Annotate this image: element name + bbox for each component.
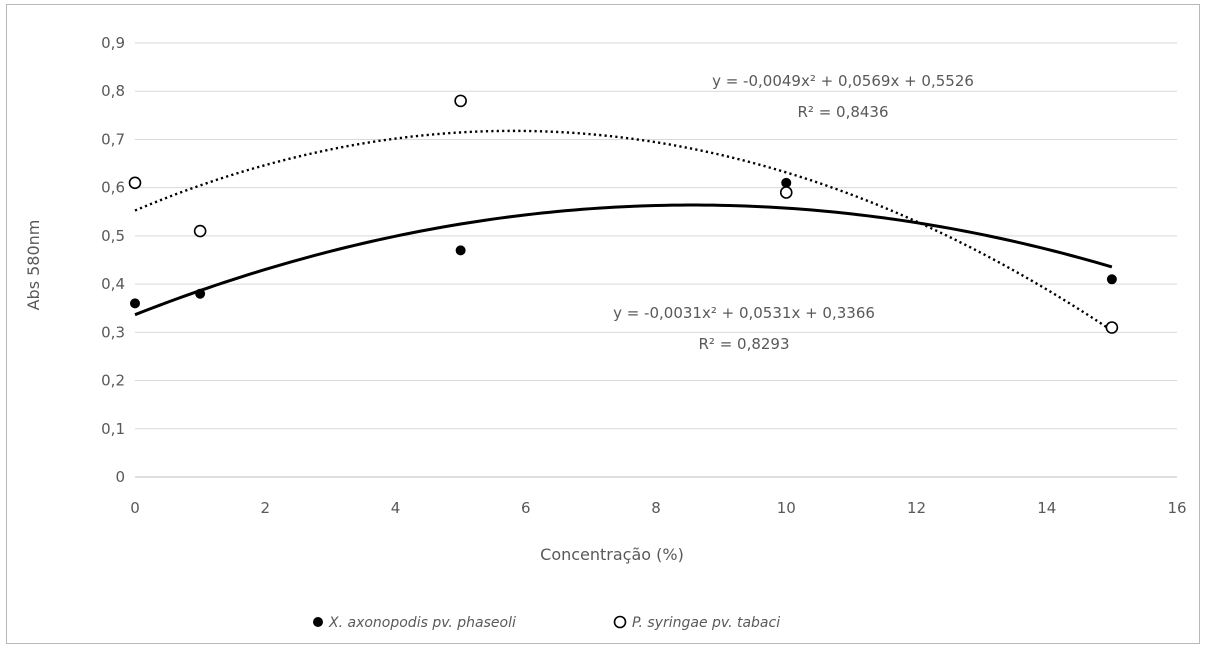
- y-tick-label: 0,2: [101, 372, 125, 390]
- y-axis-title: Abs 580nm: [24, 220, 43, 311]
- r2-series-2: R² = 0,8436: [797, 103, 888, 121]
- r2-series-1: R² = 0,8293: [698, 335, 789, 353]
- equation-series-1: y = -0,0031x² + 0,0531x + 0,3366: [613, 304, 875, 322]
- y-tick-label: 0,1: [101, 420, 125, 438]
- legend-marker-series-2: [613, 615, 627, 629]
- x-tick-label: 4: [391, 499, 401, 517]
- y-tick-label: 0,8: [101, 82, 125, 100]
- point-series-1: [1106, 274, 1117, 285]
- x-tick-label: 0: [130, 499, 140, 517]
- point-series-1: [130, 298, 140, 309]
- point-series-1: [781, 177, 792, 188]
- x-tick-label: 14: [1037, 499, 1056, 517]
- gridlines: [135, 42, 1177, 430]
- y-tick-label: 0,5: [101, 227, 125, 245]
- y-tick-label: 0,9: [101, 34, 125, 52]
- chart-frame: [6, 4, 1200, 644]
- point-series-1: [195, 288, 206, 299]
- legend-marker-series-1: [313, 617, 323, 627]
- legend-label-series-2: P. syringae pv. tabaci: [632, 615, 780, 631]
- x-tick-label: 8: [651, 499, 661, 517]
- tick-labels: 0 0,1 0,2 0,3 0,4 0,5 0,6 0,7 0,8 0,9 0 2 4 6 8 10 12 14 1…: [101, 34, 1186, 517]
- y-tick-label: 0,4: [101, 275, 125, 293]
- y-tick-label: 0,3: [101, 323, 125, 341]
- point-series-2: [128, 176, 142, 190]
- point-series-1: [455, 245, 466, 256]
- legend: X. axonopodis pv. phaseoli P. syringae p…: [313, 615, 780, 631]
- x-tick-label: 10: [777, 499, 796, 517]
- y-tick-label: 0: [115, 468, 125, 486]
- equation-series-2: y = -0,0049x² + 0,0569x + 0,5526: [712, 72, 974, 90]
- y-tick-label: 0,6: [101, 179, 125, 197]
- point-series-2: [1105, 321, 1119, 334]
- x-tick-label: 12: [907, 499, 926, 517]
- y-tick-label: 0,7: [101, 130, 125, 148]
- x-axis-title: Concentração (%): [540, 545, 684, 564]
- data-points: [128, 94, 1119, 334]
- trendline-series-1: [134, 203, 1113, 317]
- point-series-2: [454, 94, 467, 108]
- trendlines: [134, 129, 1113, 332]
- point-series-2: [193, 224, 207, 238]
- x-tick-label: 2: [260, 499, 270, 517]
- x-tick-label: 6: [521, 499, 531, 517]
- point-series-2: [779, 186, 793, 199]
- x-tick-label: 16: [1167, 499, 1186, 517]
- legend-label-series-1: X. axonopodis pv. phaseoli: [328, 615, 516, 631]
